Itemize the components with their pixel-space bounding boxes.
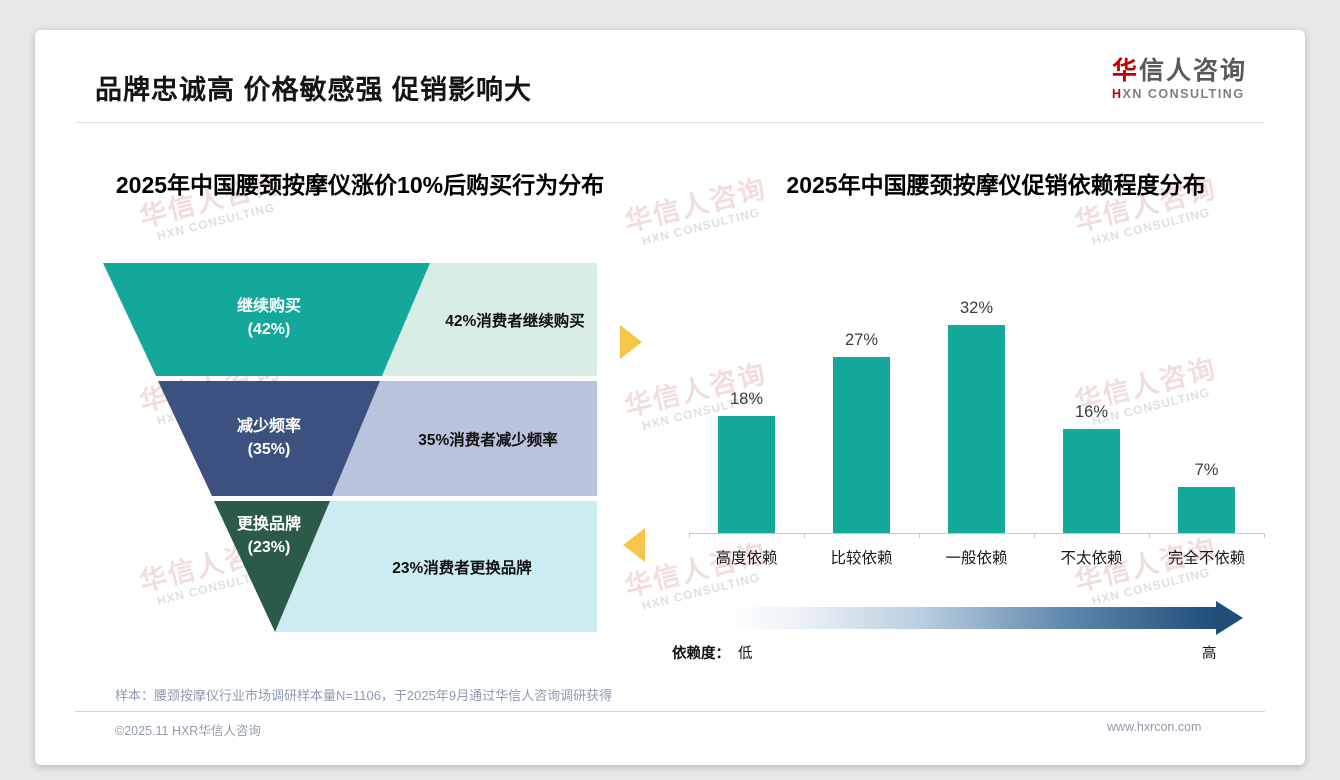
axis-tick	[804, 533, 805, 538]
bar	[833, 357, 890, 533]
left-pointer-icon	[623, 528, 645, 562]
sample-footnote: 样本：腰颈按摩仪行业市场调研样本量N=1106，于2025年9月通过华信人咨询调…	[115, 688, 613, 703]
funnel-annotation-box-2	[332, 381, 597, 496]
bar-category-labels: 高度依赖 比较依赖 一般依赖 不太依赖 完全不依赖	[689, 546, 1264, 568]
bar-value-label: 16%	[1074, 403, 1109, 421]
funnel-segment-1	[103, 263, 430, 376]
slide-card: 华信人咨询 HXN CONSULTING 华信人咨询 HXN CONSULTING 华信…	[35, 30, 1305, 765]
company-logo: 华信人咨询 HXN CONSULTING	[1111, 57, 1247, 101]
dependence-scale-label: 依赖度：	[672, 646, 730, 662]
funnel-segment-label-2: 减少频率 (35%)	[236, 418, 301, 458]
funnel-segment-label-3: 更换品牌 (23%)	[236, 516, 301, 556]
bar-slot: 16%	[1034, 292, 1149, 533]
axis-tick	[1034, 533, 1035, 538]
bar-slot: 27%	[804, 292, 919, 533]
funnel-annotation-box-3	[275, 501, 597, 632]
bar-category-label: 一般依赖	[945, 550, 1008, 567]
axis-tick	[1149, 533, 1150, 538]
funnel-annotation-3: 23%消费者更换品牌	[392, 559, 532, 577]
bar	[948, 325, 1005, 533]
bar	[718, 416, 775, 533]
funnel-chart-title: 2025年中国腰颈按摩仪涨价10%后购买行为分布	[115, 172, 605, 198]
footer-divider	[75, 711, 1265, 712]
bar-value-label: 27%	[844, 331, 879, 349]
dependence-scale-high: 高	[1202, 646, 1217, 662]
axis-tick	[689, 533, 690, 538]
funnel-graphic	[103, 263, 597, 632]
bar-value-label: 7%	[1194, 461, 1219, 479]
bar-category-label: 完全不依赖	[1167, 550, 1246, 567]
funnel-segment-3	[214, 501, 330, 632]
bar-value-label: 18%	[729, 390, 764, 408]
bar-plot: 18% 27% 32% 16% 7%	[689, 292, 1264, 533]
header-divider	[75, 122, 1265, 123]
bar	[1178, 487, 1235, 533]
bar-slot: 18%	[689, 292, 804, 533]
funnel-segment-label-1: 继续购买 (42%)	[236, 298, 301, 338]
funnel-annotation-1: 42%消费者继续购买	[445, 312, 585, 330]
bar-chart-title: 2025年中国腰颈按摩仪促销依赖程度分布	[786, 172, 1206, 198]
dependence-gradient-bar	[726, 607, 1216, 629]
bar-category-label: 不太依赖	[1060, 550, 1123, 567]
bar-value-label: 32%	[959, 299, 994, 317]
bar	[1063, 429, 1120, 533]
logo-english-text: HXN CONSULTING	[1111, 86, 1245, 101]
bar-category-label: 高度依赖	[715, 550, 778, 567]
bar-slot: 32%	[919, 292, 1034, 533]
logo-chinese-text: 华信人咨询	[1111, 57, 1247, 85]
website-text: www.hxrcon.com	[1107, 720, 1202, 734]
bar-category-label: 比较依赖	[830, 550, 893, 567]
bar-slot: 7%	[1149, 292, 1264, 533]
copyright-text: ©2025.11 HXR华信人咨询	[115, 724, 261, 738]
right-pointer-icon	[620, 325, 642, 359]
bar-axis	[689, 533, 1265, 538]
funnel-annotation-box-1	[382, 263, 597, 376]
funnel-annotation-2: 35%消费者减少频率	[418, 431, 558, 449]
axis-tick	[1264, 533, 1265, 538]
axis-tick	[919, 533, 920, 538]
funnel-segment-2	[158, 381, 380, 496]
funnel-chart: 继续购买 (42%) 减少频率 (35%) 更换品牌 (23%) 42%消费者继续购买…	[103, 263, 597, 632]
dependence-scale-low: 低	[738, 646, 753, 662]
gradient-arrowhead-icon	[1216, 601, 1243, 635]
page-title: 品牌忠诚高 价格敏感强 促销影响大	[95, 75, 533, 105]
